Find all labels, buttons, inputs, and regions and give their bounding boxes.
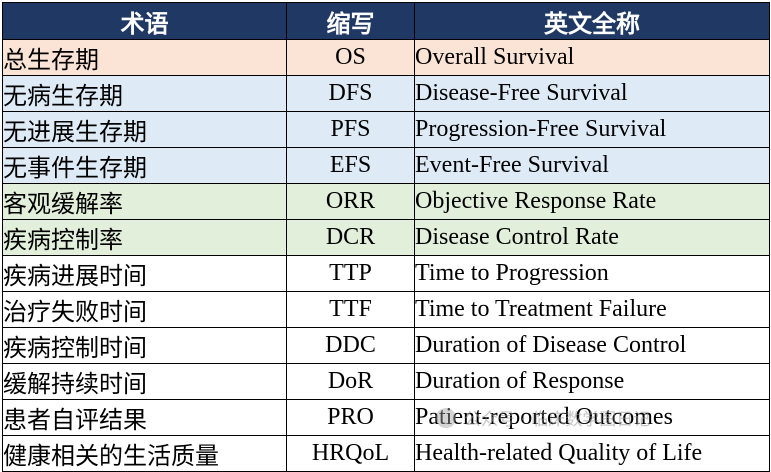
- english-name-cell: Time to Progression: [414, 255, 770, 292]
- header-term: 术语: [2, 2, 287, 40]
- abbreviation-cell: PRO: [286, 399, 415, 436]
- abbreviation-cell: TTF: [286, 291, 415, 328]
- table-body: 总生存期 OS Overall Survival 无病生存期 DFS Disease-Fr…: [2, 39, 770, 472]
- table-row: 客观缓解率 ORR Objective Response Rate: [2, 183, 770, 220]
- english-name-cell: Health-related Quality of Life: [414, 435, 770, 472]
- term-cell: 无事件生存期: [2, 147, 287, 184]
- english-name-cell: Patient-reported Outcomes: [414, 399, 770, 436]
- english-name-cell: Duration of Response: [414, 363, 770, 400]
- term-cell: 治疗失败时间: [2, 291, 287, 328]
- english-name-cell: Overall Survival: [414, 39, 770, 76]
- table-row: 治疗失败时间 TTF Time to Treatment Failure: [2, 291, 770, 328]
- abbreviation-cell: DCR: [286, 219, 415, 256]
- table-row: 疾病控制率 DCR Disease Control Rate: [2, 219, 770, 256]
- term-cell: 疾病控制率: [2, 219, 287, 256]
- english-name-cell: Duration of Disease Control: [414, 327, 770, 364]
- abbreviation-cell: PFS: [286, 111, 415, 148]
- table-row: 疾病进展时间 TTP Time to Progression: [2, 255, 770, 292]
- abbreviation-cell: EFS: [286, 147, 415, 184]
- term-cell: 疾病控制时间: [2, 327, 287, 364]
- abbreviation-cell: OS: [286, 39, 415, 76]
- term-cell: 患者自评结果: [2, 399, 287, 436]
- english-name-cell: Objective Response Rate: [414, 183, 770, 220]
- english-name-cell: Disease-Free Survival: [414, 75, 770, 112]
- abbreviation-cell: DoR: [286, 363, 415, 400]
- abbreviation-cell: DDC: [286, 327, 415, 364]
- term-cell: 客观缓解率: [2, 183, 287, 220]
- table-row: 总生存期 OS Overall Survival: [2, 39, 770, 76]
- english-name-cell: Progression-Free Survival: [414, 111, 770, 148]
- term-cell: 无进展生存期: [2, 111, 287, 148]
- term-cell: 无病生存期: [2, 75, 287, 112]
- english-name-cell: Event-Free Survival: [414, 147, 770, 184]
- term-cell: 健康相关的生活质量: [2, 435, 287, 472]
- header-english-name: 英文全称: [414, 2, 770, 40]
- table-row: 无进展生存期 PFS Progression-Free Survival: [2, 111, 770, 148]
- table-row: 疾病控制时间 DDC Duration of Disease Control: [2, 327, 770, 364]
- term-cell: 疾病进展时间: [2, 255, 287, 292]
- abbreviation-cell: DFS: [286, 75, 415, 112]
- header-row: 术语 缩写 英文全称: [2, 2, 770, 40]
- abbreviation-cell: HRQoL: [286, 435, 415, 472]
- term-cell: 总生存期: [2, 39, 287, 76]
- table-row: 健康相关的生活质量 HRQoL Health-related Quality of …: [2, 435, 770, 472]
- abbreviation-cell: TTP: [286, 255, 415, 292]
- header-abbreviation: 缩写: [286, 2, 415, 40]
- abbreviation-cell: ORR: [286, 183, 415, 220]
- table-row: 无事件生存期 EFS Event-Free Survival: [2, 147, 770, 184]
- table-row: 无病生存期 DFS Disease-Free Survival: [2, 75, 770, 112]
- table-row: 患者自评结果 PRO Patient-reported Outcomes: [2, 399, 770, 436]
- term-cell: 缓解持续时间: [2, 363, 287, 400]
- english-name-cell: Time to Treatment Failure: [414, 291, 770, 328]
- table-row: 缓解持续时间 DoR Duration of Response: [2, 363, 770, 400]
- english-name-cell: Disease Control Rate: [414, 219, 770, 256]
